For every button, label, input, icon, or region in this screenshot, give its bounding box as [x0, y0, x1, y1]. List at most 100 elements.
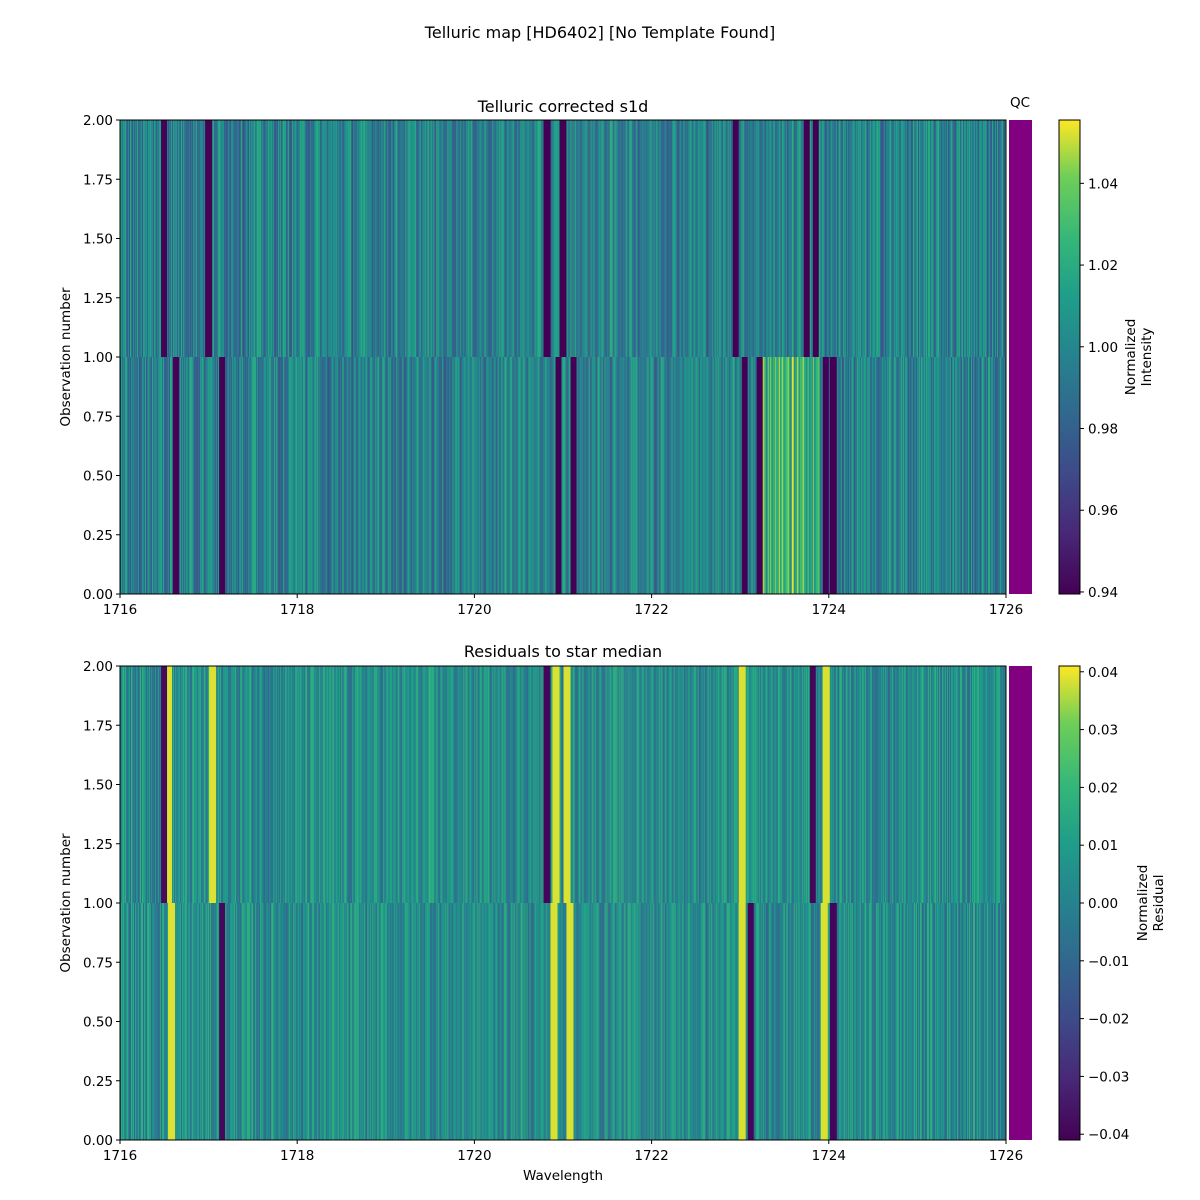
heatmap-column: [654, 120, 656, 357]
heatmap-column: [988, 903, 991, 1140]
heatmap-column: [732, 903, 735, 1140]
heatmap-column: [975, 120, 978, 357]
heatmap-column: [309, 120, 311, 357]
heatmap-column: [596, 120, 598, 357]
heatmap-column: [401, 120, 403, 357]
heatmap-column: [887, 903, 890, 1140]
heatmap-column: [974, 903, 977, 1140]
heatmap-column: [306, 357, 308, 594]
panel-2-title: Residuals to star median: [464, 642, 662, 661]
heatmap-column: [736, 120, 739, 357]
heatmap-column: [619, 666, 621, 903]
panel-residuals: Residuals to star median 1716 1718 1720 172…: [58, 642, 1167, 1184]
heatmap-column: [918, 666, 921, 903]
heatmap-column: [669, 666, 671, 903]
heatmap-column: [141, 120, 143, 357]
heatmap-column: [392, 666, 394, 903]
heatmap-column: [367, 903, 369, 1140]
heatmap-column: [440, 120, 442, 357]
heatmap-column: [319, 903, 321, 1140]
heatmap-column: [745, 903, 748, 1140]
heatmap-column: [983, 357, 986, 594]
heatmap-column: [160, 357, 162, 594]
heatmap-column: [134, 357, 136, 594]
heatmap-column: [225, 357, 227, 594]
heatmap-column: [858, 357, 861, 594]
heatmap-column: [546, 666, 548, 903]
heatmap-column: [399, 666, 401, 903]
heatmap-column: [310, 357, 312, 594]
heatmap-column: [523, 666, 525, 903]
heatmap-column: [968, 903, 971, 1140]
heatmap-column: [654, 903, 656, 1140]
heatmap-column: [251, 120, 253, 357]
heatmap-column: [844, 903, 847, 1140]
heatmap-column: [904, 120, 907, 357]
heatmap-column: [584, 357, 586, 594]
colorbar-label-line: Normalized: [1135, 865, 1151, 942]
heatmap-column: [882, 357, 885, 594]
heatmap-column: [847, 357, 850, 594]
heatmap-column: [868, 903, 871, 1140]
heatmap-column: [461, 120, 463, 357]
heatmap-column: [325, 357, 327, 594]
heatmap-column: [246, 120, 248, 357]
heatmap-column: [906, 120, 909, 357]
heatmap-column: [819, 666, 822, 903]
heatmap-column: [235, 903, 237, 1140]
heatmap-column: [605, 666, 607, 903]
heatmap-column: [634, 666, 636, 903]
heatmap-column: [329, 666, 331, 903]
heatmap-column: [415, 666, 417, 903]
heatmap-column: [707, 357, 710, 594]
heatmap-column: [545, 666, 547, 903]
heatmap-column: [837, 357, 840, 594]
heatmap-column: [169, 357, 171, 594]
heatmap-column: [368, 666, 370, 903]
heatmap-column: [362, 666, 364, 903]
heatmap-column: [760, 666, 763, 903]
heatmap-column: [800, 903, 803, 1140]
heatmap-column: [954, 903, 957, 1140]
heatmap-column: [569, 903, 571, 1140]
heatmap-column: [398, 666, 400, 903]
heatmap-column: [242, 120, 244, 357]
heatmap-column: [257, 903, 259, 1140]
heatmap-column: [571, 357, 573, 594]
heatmap-column: [456, 120, 458, 357]
heatmap-column: [226, 666, 228, 903]
heatmap-column: [320, 357, 322, 594]
heatmap-column: [759, 120, 762, 357]
heatmap-column: [933, 903, 936, 1140]
heatmap-column: [565, 120, 567, 357]
heatmap-column: [798, 666, 801, 903]
heatmap-column: [854, 666, 857, 903]
heatmap-column: [746, 666, 749, 903]
heatmap-column: [503, 357, 505, 594]
heatmap-column: [287, 903, 289, 1140]
heatmap-column: [261, 666, 263, 903]
heatmap-column: [390, 666, 392, 903]
heatmap-column: [353, 903, 355, 1140]
heatmap-column: [550, 903, 552, 1140]
heatmap-column: [741, 357, 744, 594]
heatmap-column: [783, 120, 786, 357]
heatmap-column: [952, 120, 955, 357]
heatmap-column: [896, 666, 899, 903]
heatmap-column: [282, 666, 284, 903]
heatmap-column: [558, 357, 560, 594]
heatmap-column: [854, 120, 857, 357]
heatmap-column: [903, 903, 906, 1140]
heatmap-column: [227, 120, 229, 357]
heatmap-column: [661, 666, 663, 903]
heatmap-column: [153, 120, 155, 357]
heatmap-column: [742, 903, 745, 1140]
heatmap-column: [311, 357, 313, 594]
heatmap-column: [293, 666, 295, 903]
heatmap-column: [600, 120, 602, 357]
heatmap-column: [962, 120, 965, 357]
heatmap-column: [811, 357, 814, 594]
heatmap-column: [386, 120, 388, 357]
heatmap-column: [375, 120, 377, 357]
